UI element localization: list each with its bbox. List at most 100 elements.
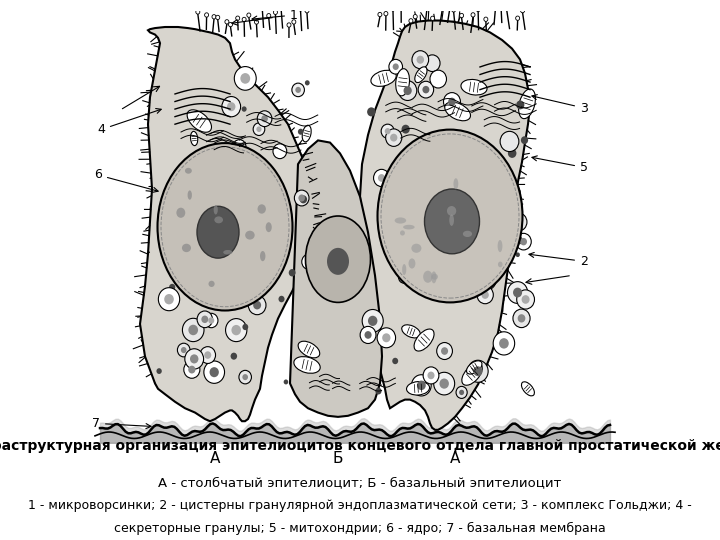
Ellipse shape xyxy=(279,217,291,230)
Ellipse shape xyxy=(508,282,528,303)
Ellipse shape xyxy=(518,314,526,322)
Ellipse shape xyxy=(230,353,237,360)
Ellipse shape xyxy=(384,128,390,134)
Ellipse shape xyxy=(395,205,414,226)
Ellipse shape xyxy=(498,240,503,252)
Ellipse shape xyxy=(269,188,283,203)
Ellipse shape xyxy=(377,130,523,302)
Ellipse shape xyxy=(462,363,482,385)
Ellipse shape xyxy=(402,125,410,133)
Ellipse shape xyxy=(176,248,193,266)
Ellipse shape xyxy=(407,382,430,395)
Text: 6: 6 xyxy=(94,168,158,192)
Ellipse shape xyxy=(261,6,264,11)
Ellipse shape xyxy=(241,151,248,159)
Ellipse shape xyxy=(184,361,200,378)
Ellipse shape xyxy=(505,5,509,10)
Ellipse shape xyxy=(202,315,208,323)
Ellipse shape xyxy=(207,226,213,233)
Ellipse shape xyxy=(176,171,196,191)
Ellipse shape xyxy=(273,144,287,159)
Ellipse shape xyxy=(182,318,204,342)
Ellipse shape xyxy=(493,332,515,355)
Ellipse shape xyxy=(441,5,444,9)
Ellipse shape xyxy=(412,51,428,69)
Ellipse shape xyxy=(248,295,266,315)
Ellipse shape xyxy=(368,316,377,326)
Text: 3: 3 xyxy=(532,94,588,114)
Ellipse shape xyxy=(447,182,460,197)
Ellipse shape xyxy=(451,8,456,12)
Ellipse shape xyxy=(516,237,523,245)
Ellipse shape xyxy=(478,281,483,287)
Ellipse shape xyxy=(414,329,434,351)
Ellipse shape xyxy=(228,22,233,26)
Ellipse shape xyxy=(474,278,486,291)
Ellipse shape xyxy=(299,6,302,11)
Ellipse shape xyxy=(209,281,215,287)
Ellipse shape xyxy=(459,14,464,18)
Ellipse shape xyxy=(197,206,239,258)
Ellipse shape xyxy=(403,86,412,95)
Ellipse shape xyxy=(391,259,401,269)
Ellipse shape xyxy=(384,11,388,16)
Ellipse shape xyxy=(456,387,467,399)
Text: Ультраструктурная организация эпителиоцитов концевого отдела главной простатичес: Ультраструктурная организация эпителиоци… xyxy=(0,440,720,454)
Ellipse shape xyxy=(449,214,454,226)
Ellipse shape xyxy=(392,358,398,364)
Ellipse shape xyxy=(218,160,235,178)
Ellipse shape xyxy=(222,97,240,117)
Ellipse shape xyxy=(516,16,520,21)
Ellipse shape xyxy=(233,140,246,154)
Ellipse shape xyxy=(227,102,235,111)
Ellipse shape xyxy=(360,326,376,343)
Ellipse shape xyxy=(256,126,261,132)
Ellipse shape xyxy=(481,274,490,284)
Ellipse shape xyxy=(242,192,253,204)
Ellipse shape xyxy=(391,6,395,11)
Ellipse shape xyxy=(389,59,402,74)
Ellipse shape xyxy=(390,134,397,141)
Ellipse shape xyxy=(234,66,256,90)
Ellipse shape xyxy=(484,17,488,22)
Text: 1 - микроворсинки; 2 - цистерны гранулярной эндоплазматической сети; 3 - комплек: 1 - микроворсинки; 2 - цистерны грануляр… xyxy=(28,499,692,512)
Ellipse shape xyxy=(298,194,305,201)
Ellipse shape xyxy=(402,275,407,280)
Ellipse shape xyxy=(400,231,405,235)
Ellipse shape xyxy=(302,125,311,142)
Ellipse shape xyxy=(402,264,406,275)
Text: секреторные гранулы; 5 - митохондрии; 6 - ядро; 7 - базальная мембрана: секреторные гранулы; 5 - митохондрии; 6 … xyxy=(114,522,606,535)
Ellipse shape xyxy=(500,131,519,152)
Ellipse shape xyxy=(377,328,395,348)
Polygon shape xyxy=(360,21,530,430)
Ellipse shape xyxy=(499,338,509,349)
Ellipse shape xyxy=(482,291,489,299)
Ellipse shape xyxy=(498,261,503,267)
Ellipse shape xyxy=(243,324,248,330)
Ellipse shape xyxy=(169,284,175,291)
Ellipse shape xyxy=(235,16,240,21)
Ellipse shape xyxy=(378,12,382,17)
Ellipse shape xyxy=(399,271,410,284)
Ellipse shape xyxy=(415,67,427,83)
Ellipse shape xyxy=(400,211,409,220)
Ellipse shape xyxy=(204,361,225,383)
Ellipse shape xyxy=(374,170,390,186)
Ellipse shape xyxy=(454,178,459,190)
Ellipse shape xyxy=(258,204,266,214)
Ellipse shape xyxy=(510,213,527,231)
Ellipse shape xyxy=(395,218,406,224)
Ellipse shape xyxy=(200,347,215,363)
Ellipse shape xyxy=(189,325,198,335)
Ellipse shape xyxy=(473,366,482,376)
Ellipse shape xyxy=(425,189,480,254)
Ellipse shape xyxy=(471,13,475,17)
Ellipse shape xyxy=(242,106,247,112)
Ellipse shape xyxy=(464,212,488,230)
Ellipse shape xyxy=(423,86,429,93)
Ellipse shape xyxy=(177,343,190,357)
Ellipse shape xyxy=(448,98,456,106)
Ellipse shape xyxy=(218,168,238,190)
Ellipse shape xyxy=(505,184,521,201)
Ellipse shape xyxy=(423,367,439,384)
